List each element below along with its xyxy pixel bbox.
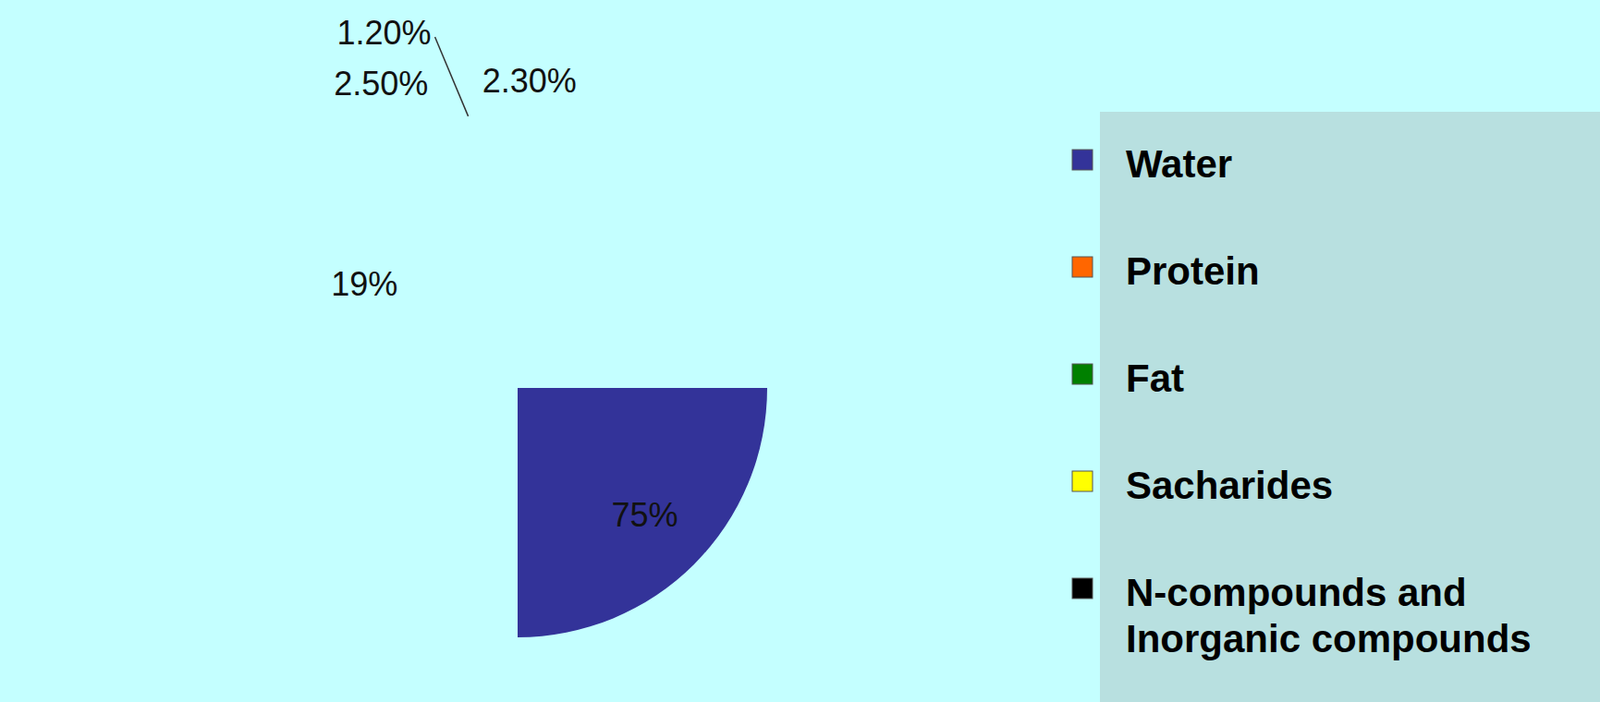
pie-slices bbox=[517, 388, 768, 638]
data-label: 2.50% bbox=[333, 64, 428, 103]
data-label: 1.20% bbox=[336, 13, 431, 52]
pie-slice bbox=[517, 388, 768, 638]
data-label: 2.30% bbox=[482, 61, 577, 100]
legend-swatch bbox=[1072, 471, 1093, 492]
legend-swatch bbox=[1072, 364, 1093, 385]
legend-swatch bbox=[1072, 578, 1093, 599]
legend-label: N-compounds andInorganic compounds bbox=[1125, 571, 1532, 661]
legend-label: Fat bbox=[1125, 356, 1185, 401]
data-label: 75% bbox=[610, 496, 678, 535]
legend-label: Water bbox=[1125, 142, 1233, 186]
legend-box bbox=[1099, 111, 1600, 702]
data-label: 19% bbox=[330, 265, 398, 304]
leader-line bbox=[435, 36, 469, 117]
legend-swatch bbox=[1072, 256, 1093, 278]
legend-swatch bbox=[1072, 149, 1093, 171]
legend-label: Protein bbox=[1125, 249, 1260, 294]
legend-label: Sacharides bbox=[1125, 464, 1333, 508]
legend: Water Protein Fat Sacharides N-compounds and… bbox=[1072, 111, 1600, 702]
chart: 75% 19% 2.50% 1.20% 2.30% Water Protein Fat Sach… bbox=[0, 0, 1600, 702]
data-labels: 75% 19% 2.50% 1.20% 2.30% bbox=[330, 13, 678, 535]
